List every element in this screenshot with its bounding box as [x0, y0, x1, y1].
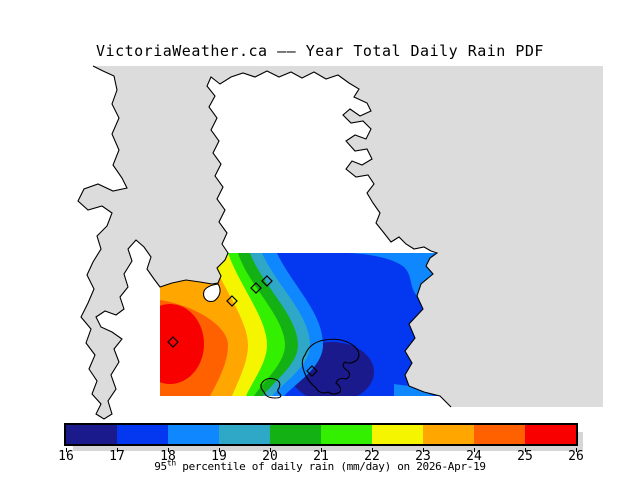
colorbar-tickmark: [423, 448, 424, 452]
rain-contour-field: [160, 253, 440, 396]
station-diamond-marker: [261, 275, 273, 287]
colorbar-ticklabel-19: 19: [211, 449, 227, 464]
colorbar-ticklabel-23: 23: [415, 449, 431, 464]
colorbar-tickmark: [576, 448, 577, 452]
colorbar-cell-23-24: [423, 425, 474, 444]
colorbar: [64, 423, 578, 446]
colorbar-ticklabel-25: 25: [517, 449, 533, 464]
caption-superscript: th: [166, 458, 176, 468]
station-markers: [167, 275, 318, 377]
island-outline-small: [260, 377, 282, 399]
colorbar-ticklabel-20: 20: [262, 449, 278, 464]
caption-rest: percentile of daily rain (mm/day) on 202…: [175, 460, 486, 473]
colorbar-ticklabel-24: 24: [466, 449, 482, 464]
colorbar-tickmark: [66, 448, 67, 452]
colorbar-ticklabel-17: 17: [109, 449, 125, 464]
contour-band-18-19-corner: [394, 384, 434, 396]
harbour-inlet: [203, 283, 221, 302]
colorbar-caption: 95th percentile of daily rain (mm/day) o…: [0, 458, 640, 473]
station-diamond-marker: [306, 365, 318, 377]
colorbar-cell-21-22: [321, 425, 372, 444]
land-mass: [78, 66, 603, 419]
island-outline-large: [301, 338, 360, 395]
colorbar-tickmark: [168, 448, 169, 452]
colorbar-tickmark: [372, 448, 373, 452]
colorbar-tickmark: [219, 448, 220, 452]
contour-band-18-19-coastal: [348, 253, 437, 296]
caption-base: 95: [154, 460, 167, 473]
colorbar-tickmark: [321, 448, 322, 452]
station-diamond-marker: [167, 336, 179, 348]
colorbar-cell-18-19: [168, 425, 219, 444]
colorbar-tickmark: [270, 448, 271, 452]
page-title: VictoriaWeather.ca —— Year Total Daily R…: [96, 42, 544, 60]
colorbar-ticklabel-26: 26: [568, 449, 584, 464]
colorbar-cell-25-26: [525, 425, 576, 444]
colorbar-ticklabel-21: 21: [313, 449, 329, 464]
colorbar-cell-20-21: [270, 425, 321, 444]
colorbar-cell-17-18: [117, 425, 168, 444]
colorbar-ticklabel-18: 18: [160, 449, 176, 464]
colorbar-cell-16-17: [66, 425, 117, 444]
colorbar-cell-24-25: [474, 425, 525, 444]
colorbar-cell-19-20: [219, 425, 270, 444]
colorbar-ticklabel-16: 16: [58, 449, 74, 464]
colorbar-tickmark: [117, 448, 118, 452]
colorbar-tickmark: [474, 448, 475, 452]
colorbar-tickmark: [525, 448, 526, 452]
coastline: [77, 65, 452, 420]
colorbar-ticklabel-22: 22: [364, 449, 380, 464]
colorbar-cell-22-23: [372, 425, 423, 444]
station-diamond-marker: [250, 282, 262, 294]
station-diamond-marker: [226, 295, 238, 307]
